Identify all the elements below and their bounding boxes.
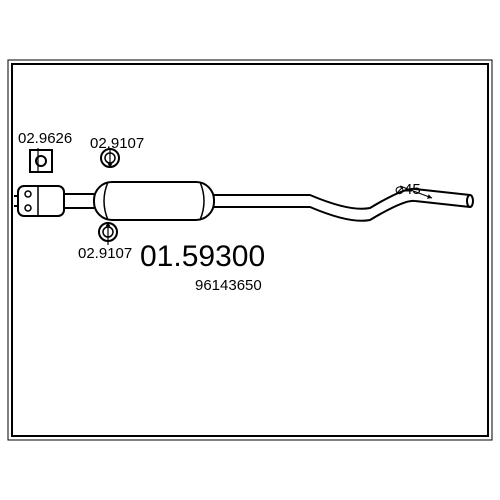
label-gasket-left: 02.9626 <box>18 130 72 147</box>
label-ring-top: 02.9107 <box>90 135 144 152</box>
label-oem-number: 96143650 <box>195 277 262 294</box>
label-diameter: ⌀45 <box>395 180 421 198</box>
label-ring-bottom: 02.9107 <box>78 245 132 262</box>
label-main-part: 01.59300 <box>140 240 265 274</box>
